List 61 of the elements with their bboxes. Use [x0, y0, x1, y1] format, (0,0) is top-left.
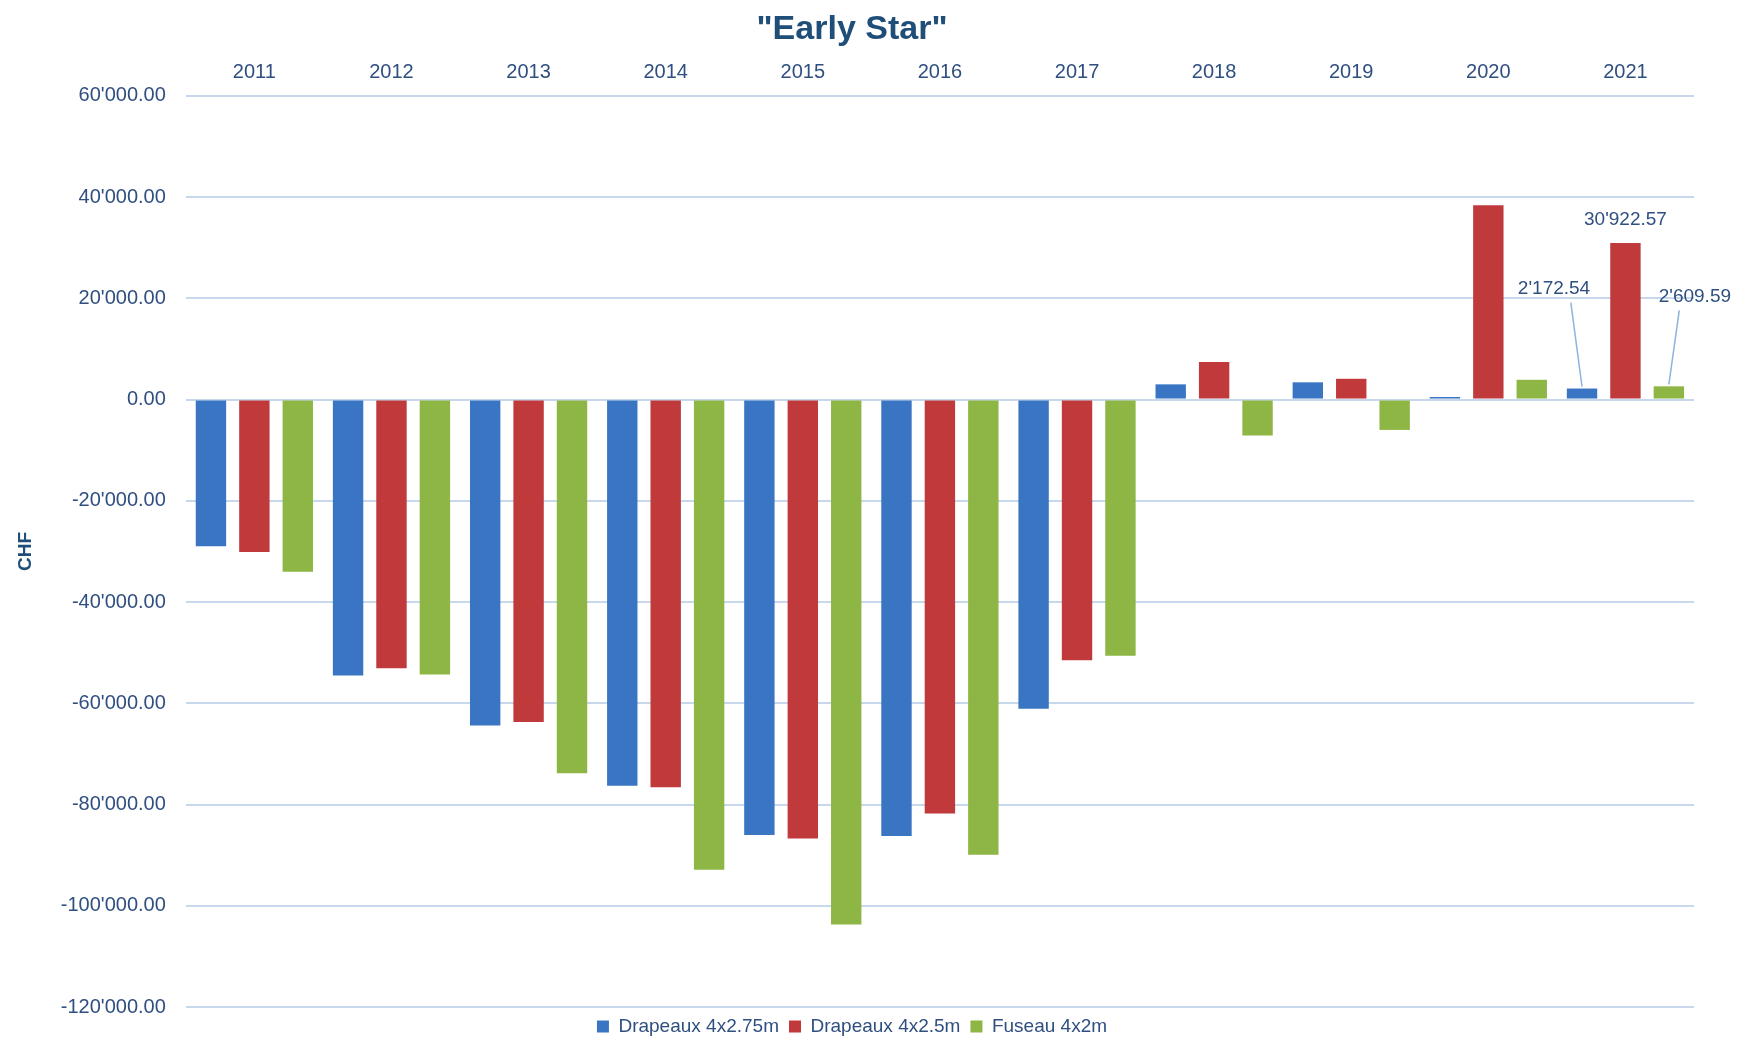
- y-tick-label: -20'000.00: [71, 488, 166, 511]
- bar: [1516, 379, 1547, 399]
- data-label: 2'609.59: [1658, 285, 1732, 307]
- x-tick-label: 2012: [369, 60, 414, 83]
- bar: [607, 400, 638, 786]
- y-tick-label: -80'000.00: [71, 792, 166, 815]
- bar: [1610, 243, 1641, 399]
- x-tick-label: 2016: [917, 60, 963, 83]
- y-tick-label: -120'000.00: [60, 994, 166, 1017]
- x-tick-label: 2015: [780, 60, 826, 83]
- bar: [1018, 400, 1049, 709]
- data-label: 2'172.54: [1517, 277, 1591, 299]
- bar: [1155, 384, 1186, 399]
- bar: [744, 400, 775, 835]
- bar: [332, 400, 364, 676]
- y-tick-label: -60'000.00: [71, 690, 166, 713]
- bar: [195, 400, 227, 547]
- bar: [1198, 362, 1230, 399]
- bar: [419, 400, 451, 675]
- bar: [1105, 400, 1136, 656]
- y-tick-label: -100'000.00: [60, 893, 166, 916]
- bar: [282, 400, 313, 572]
- y-tick-label: 0.00: [126, 387, 166, 410]
- bar: [556, 400, 588, 774]
- bar: [1566, 388, 1598, 399]
- legend-label: Drapeaux 4x2.75m: [618, 1014, 779, 1036]
- x-tick-label: 2017: [1054, 60, 1100, 83]
- bar: [787, 400, 818, 839]
- x-tick-label: 2018: [1191, 60, 1237, 83]
- bar: [513, 400, 544, 722]
- x-tick-label: 2019: [1328, 60, 1374, 83]
- y-tick-label: 40'000.00: [78, 184, 166, 207]
- x-tick-label: 2020: [1466, 60, 1511, 83]
- bar: [1379, 400, 1410, 430]
- bar: [831, 400, 862, 925]
- y-axis-title: CHF: [13, 531, 35, 571]
- y-tick-label: 20'000.00: [78, 285, 166, 308]
- bar: [1336, 378, 1367, 399]
- y-tick-label: 60'000.00: [78, 83, 166, 106]
- bar: [1653, 386, 1685, 399]
- x-tick-label: 2021: [1603, 60, 1648, 83]
- x-tick-label: 2011: [232, 60, 276, 83]
- bar: [469, 400, 501, 726]
- bar: [239, 400, 270, 552]
- bar: [924, 400, 956, 814]
- bar: [968, 400, 999, 855]
- bar: [1473, 205, 1504, 399]
- x-tick-label: 2013: [506, 60, 551, 83]
- y-tick-label: -40'000.00: [71, 589, 166, 612]
- bar: [1061, 400, 1093, 661]
- bar: [650, 400, 681, 788]
- x-tick-label: 2014: [643, 60, 688, 83]
- bar: [693, 400, 725, 870]
- bar: [1292, 382, 1324, 399]
- chart-title: "Early Star": [756, 7, 948, 46]
- legend-label: Drapeaux 4x2.5m: [810, 1014, 961, 1036]
- bar: [881, 400, 912, 836]
- data-label: 30'922.57: [1584, 207, 1667, 229]
- legend-label: Fuseau 4x2m: [991, 1014, 1108, 1036]
- bar: [1242, 400, 1273, 436]
- bar: [376, 400, 407, 669]
